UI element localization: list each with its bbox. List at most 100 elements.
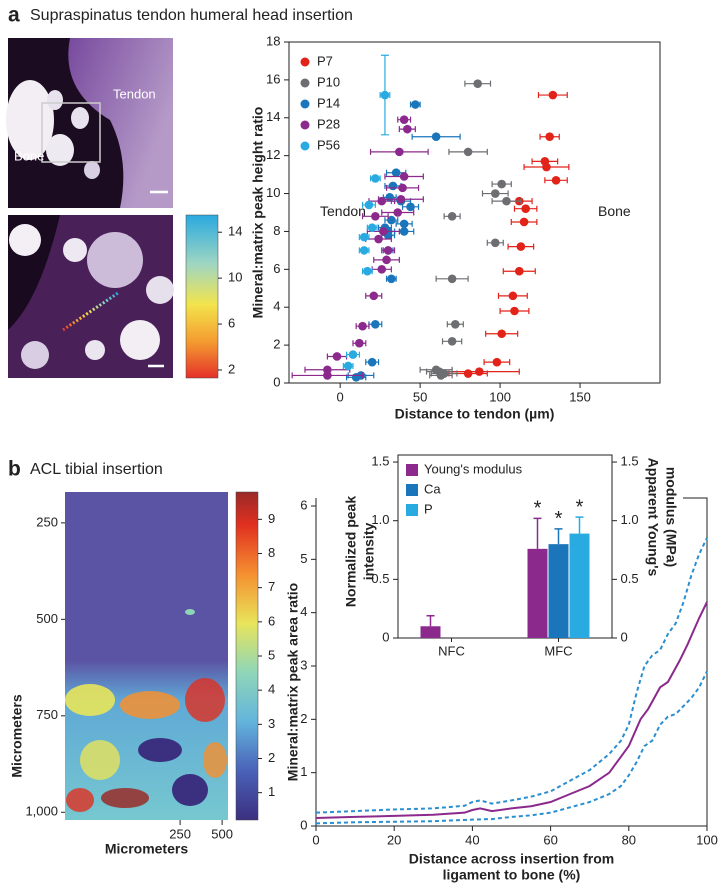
point <box>473 79 482 88</box>
y-tick-label: 1,000 <box>25 804 58 819</box>
line <box>315 601 708 819</box>
colorbar-tick-label: 10 <box>228 270 242 285</box>
y-tick-label: 0 <box>300 817 307 832</box>
y-tick-label: 0.5 <box>621 571 639 586</box>
point <box>521 204 530 214</box>
panel-title: ACL tibial insertion <box>30 461 163 478</box>
x-tick-label: 50 <box>413 389 427 404</box>
point <box>364 200 374 210</box>
point <box>474 367 484 376</box>
colorbar-tick-label: 8 <box>268 545 275 560</box>
y-tick-label: 4 <box>273 299 280 314</box>
y-axis-label: Micrometers <box>9 694 25 777</box>
y-tick-label: 1.5 <box>621 453 639 468</box>
heatmap-image <box>65 492 228 820</box>
colorbar-tick-label: 1 <box>268 784 275 799</box>
legend-label: P7 <box>317 53 333 68</box>
colorbar-tick-label: 4 <box>268 682 275 697</box>
x-tick-label: 150 <box>569 389 591 404</box>
y-tick-label: 18 <box>266 33 280 48</box>
legend-label: Young's modulus <box>424 461 523 476</box>
y-tick-label: 6 <box>273 261 280 276</box>
bar <box>548 544 569 638</box>
significance: * <box>555 508 563 530</box>
x-tick-label: 100 <box>489 389 511 404</box>
x-tick-label: 250 <box>169 826 191 841</box>
point <box>385 193 395 202</box>
point <box>508 291 518 301</box>
point <box>436 371 446 380</box>
point <box>371 319 380 329</box>
point <box>497 329 506 339</box>
point <box>348 350 358 359</box>
point <box>463 147 473 157</box>
y-tick-label: 0.5 <box>371 571 389 586</box>
y-tick-label: 0 <box>621 629 628 644</box>
y-axis-label: intensity <box>361 523 377 581</box>
point <box>377 265 387 274</box>
point <box>323 371 332 380</box>
y-tick-label: 0 <box>273 374 280 389</box>
y2-axis-label: modulus (MPa) <box>663 467 679 567</box>
error-bar <box>426 614 435 627</box>
legend-swatch <box>300 99 310 109</box>
point <box>367 357 377 367</box>
point <box>379 227 388 236</box>
bar <box>527 548 548 638</box>
colorbar-tick-label: 6 <box>268 613 275 628</box>
point <box>371 174 380 183</box>
point <box>396 194 406 204</box>
point <box>399 115 409 124</box>
point <box>358 321 367 331</box>
legend-label: P14 <box>317 95 340 110</box>
y-tick-label: 12 <box>266 147 280 162</box>
y-axis-label: Mineral:matrix peak height ratio <box>250 107 266 319</box>
y-tick-label: 14 <box>266 109 280 124</box>
x-tick-label: 0 <box>337 389 344 404</box>
y-tick-label: 1.5 <box>371 453 389 468</box>
x-tick-label: 0 <box>312 832 319 847</box>
legend-swatch <box>406 504 418 516</box>
point <box>393 208 403 217</box>
significance: * <box>534 498 542 520</box>
y-tick-label: 1 <box>300 764 307 779</box>
y-tick-label: 2 <box>300 711 307 726</box>
legend-swatch <box>300 78 310 88</box>
y-tick-label: 5 <box>300 551 307 566</box>
image-label: Bone <box>14 148 44 163</box>
point <box>399 219 409 229</box>
point <box>383 246 393 255</box>
x-tick-label: NFC <box>438 643 465 658</box>
legend-swatch <box>300 120 310 130</box>
point <box>369 291 379 301</box>
point <box>447 274 457 284</box>
y-tick-label: 1.0 <box>371 512 389 527</box>
point <box>490 189 500 198</box>
point <box>431 132 441 142</box>
legend-label: P <box>424 501 433 516</box>
point <box>406 202 415 212</box>
y-tick-label: 0 <box>382 629 389 644</box>
colorbar <box>185 214 219 379</box>
x-tick-label: 80 <box>622 832 636 847</box>
colorbar-tick-label: 5 <box>268 647 275 662</box>
annotation: Tendon <box>320 203 366 219</box>
point <box>514 266 524 276</box>
colorbar-tick-label: 9 <box>268 511 275 526</box>
point <box>463 369 473 378</box>
y-tick-label: 6 <box>300 497 307 512</box>
spectral-image <box>8 215 174 378</box>
point <box>371 211 380 221</box>
legend-label: Ca <box>424 481 441 496</box>
point <box>332 352 342 361</box>
x-axis-label: Micrometers <box>105 841 188 857</box>
y-tick-label: 1.0 <box>621 512 639 527</box>
colorbar-tick-label: 2 <box>228 361 235 376</box>
significance: * <box>576 496 584 518</box>
panel-title: Supraspinatus tendon humeral head insert… <box>30 7 353 24</box>
x-tick-label: 40 <box>465 832 479 847</box>
legend-swatch <box>300 57 310 67</box>
line <box>315 670 708 825</box>
